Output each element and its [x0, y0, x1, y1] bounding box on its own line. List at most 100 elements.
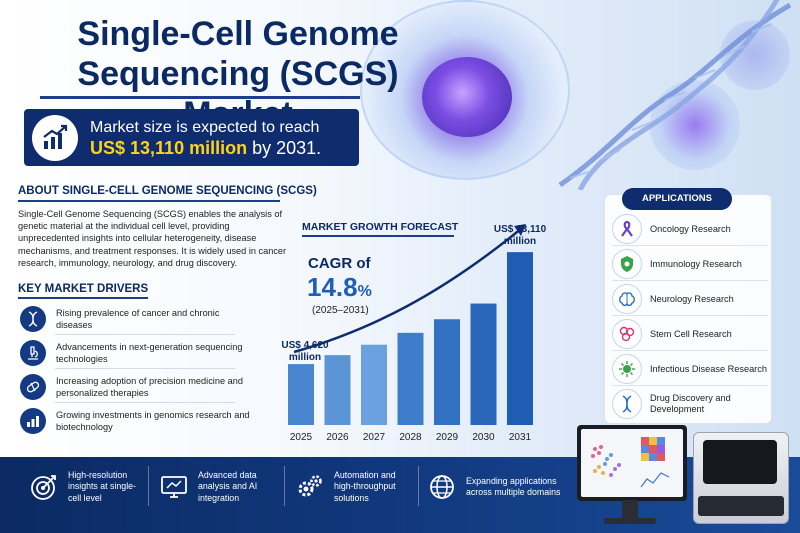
- dna-icon: [612, 389, 642, 419]
- globe-icon: [426, 471, 458, 503]
- application-label: Stem Cell Research: [650, 328, 732, 339]
- x-tick-label: 2029: [436, 432, 459, 443]
- application-label: Neurology Research: [650, 293, 734, 304]
- application-label: Oncology Research: [650, 223, 731, 234]
- cell-nucleus: [422, 57, 512, 137]
- about-text: Single-Cell Genome Sequencing (SCGS) ena…: [18, 209, 287, 268]
- driver-text: Increasing adoption of precision medicin…: [56, 376, 243, 398]
- bar-2029: [434, 319, 460, 425]
- application-label: Immunology Research: [650, 258, 742, 269]
- application-label: Drug Discovery and Development: [650, 393, 731, 414]
- start-value-label: US$ 4,620: [281, 340, 329, 351]
- sequencer-window: [703, 440, 777, 484]
- application-label: Infectious Disease Research: [650, 363, 767, 374]
- trend-arrow-head: [514, 224, 526, 236]
- bar-2026: [324, 355, 351, 425]
- divider: [612, 280, 768, 281]
- cells-icon: [612, 319, 642, 349]
- feature-item: Advanced data analysis and AI integratio…: [158, 467, 284, 507]
- bar-2027: [361, 344, 387, 425]
- x-tick-label: 2028: [399, 432, 422, 443]
- driver-item: Rising prevalence of cancer and chronic …: [20, 302, 282, 336]
- about-heading-underline: [18, 200, 280, 202]
- divider: [284, 466, 285, 506]
- computer-monitor-illustration: [577, 425, 687, 501]
- driver-item: Advancements in next-generation sequenci…: [20, 336, 282, 370]
- divider: [55, 402, 235, 403]
- drivers-heading: KEY MARKET DRIVERS: [18, 283, 149, 295]
- feature-text: Automation and high-throughput solutions: [334, 469, 396, 503]
- feature-text: Expanding applications across multiple d…: [466, 475, 561, 498]
- application-item: Stem Cell Research: [612, 317, 770, 351]
- title-line-1: Single-Cell Genome: [77, 15, 399, 53]
- x-tick-label: 2025: [290, 432, 313, 443]
- bar-2025: [288, 364, 314, 425]
- x-tick-label: 2031: [509, 432, 532, 443]
- divider: [55, 368, 235, 369]
- dna-icon: [20, 306, 46, 332]
- market-size-value: US$ 13,110 million: [90, 137, 248, 158]
- brain-icon: [612, 284, 642, 314]
- shield-icon: [612, 249, 642, 279]
- driver-text: Growing investments in genomics research…: [56, 410, 250, 432]
- application-item: Neurology Research: [612, 282, 770, 316]
- monitor-icon: [158, 471, 190, 503]
- cagr-value: 14.8%: [307, 272, 372, 303]
- sequencer-base: [698, 496, 784, 516]
- bar-2030: [470, 303, 497, 425]
- divider: [612, 245, 768, 246]
- growth-chart-icon: [32, 114, 78, 161]
- feature-item: High-resolution insights at single-cell …: [28, 467, 146, 507]
- bar-2031: [507, 252, 533, 425]
- gears-icon: [294, 471, 326, 503]
- forecast-heading-underline: [302, 235, 454, 237]
- cagr-number: 14.8: [307, 272, 358, 302]
- title-underline: [40, 96, 360, 99]
- divider: [148, 466, 149, 506]
- cagr-label: CAGR of: [308, 255, 371, 272]
- banner-line-2: US$ 13,110 million by 2031.: [90, 138, 321, 159]
- divider: [612, 350, 768, 351]
- application-item: Drug Discovery and Development: [612, 387, 770, 421]
- end-value-unit-label: million: [504, 236, 536, 247]
- microscope-icon: [20, 340, 46, 366]
- x-tick-label: 2026: [326, 432, 349, 443]
- about-heading: ABOUT SINGLE-CELL GENOME SEQUENCING (SCG…: [18, 185, 317, 197]
- feature-item: Automation and high-throughput solutions: [294, 467, 416, 507]
- divider: [612, 315, 768, 316]
- cell-dna-background-illustration: [360, 0, 800, 190]
- feature-item: Expanding applications across multiple d…: [426, 467, 566, 507]
- divider: [418, 466, 419, 506]
- driver-item: Growing investments in genomics research…: [20, 404, 282, 438]
- ribbon-icon: [612, 214, 642, 244]
- drivers-heading-underline: [18, 297, 148, 299]
- target-icon: [28, 471, 60, 503]
- x-tick-label: 2030: [472, 432, 495, 443]
- start-value-unit-label: million: [289, 352, 321, 363]
- end-value-label: US$ 13,110: [494, 224, 547, 235]
- feature-text: Advanced data analysis and AI integratio…: [198, 469, 258, 503]
- cagr-period: (2025–2031): [312, 305, 369, 316]
- application-item: Oncology Research: [612, 212, 770, 246]
- trend-arrow: [293, 227, 523, 354]
- divider: [55, 334, 235, 335]
- applications-heading: APPLICATIONS: [622, 188, 732, 210]
- market-size-banner: Market size is expected to reach US$ 13,…: [24, 109, 359, 166]
- banner-line-1: Market size is expected to reach: [90, 118, 320, 136]
- cell-illustration: [360, 0, 570, 180]
- cagr-unit: %: [357, 283, 372, 300]
- virus-icon: [612, 354, 642, 384]
- divider: [612, 385, 768, 386]
- feature-text: High-resolution insights at single-cell …: [68, 469, 136, 503]
- forecast-heading: MARKET GROWTH FORECAST: [302, 221, 459, 233]
- banner-suffix: by 2031.: [247, 137, 322, 158]
- monitor-screen: [581, 429, 683, 497]
- bar-2028: [397, 332, 424, 425]
- dna-helix-illustration: [558, 0, 792, 190]
- bar-chart-icon: [20, 408, 46, 434]
- monitor-stand: [622, 500, 638, 520]
- pill-icon: [20, 374, 46, 400]
- driver-text: Rising prevalence of cancer and chronic …: [56, 308, 220, 330]
